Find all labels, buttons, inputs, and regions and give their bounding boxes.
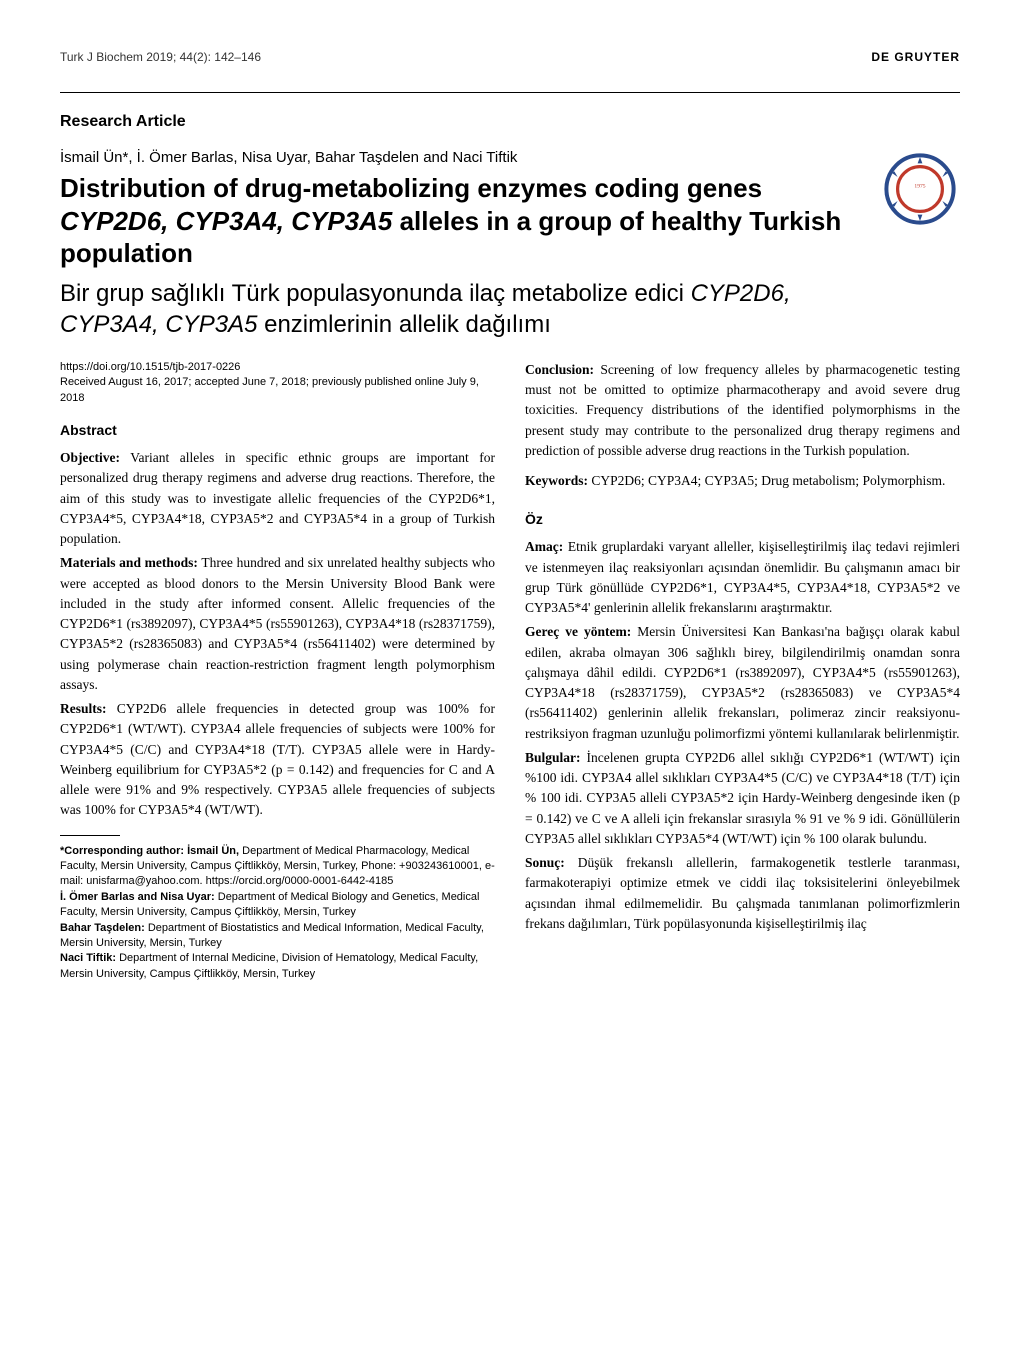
oz-gerec: Gereç ve yöntem: Mersin Üniversitesi Kan…: [525, 622, 960, 744]
gerec-label: Gereç ve yöntem:: [525, 624, 631, 639]
subtitle-part2: enzimlerinin allelik dağılımı: [257, 311, 550, 338]
conclusion-label: Conclusion:: [525, 362, 594, 377]
abstract-heading: Abstract: [60, 422, 495, 438]
left-column: https://doi.org/10.1515/tjb-2017-0226 Re…: [60, 360, 495, 982]
oz-bulgular: Bulgular: İncelenen grupta CYP2D6 allel …: [525, 748, 960, 849]
authors-line: İsmail Ün*, İ. Ömer Barlas, Nisa Uyar, B…: [60, 149, 860, 166]
right-column: Conclusion: Screening of low frequency a…: [525, 360, 960, 982]
oz-amac: Amaç: Etnik gruplardaki varyant alleller…: [525, 537, 960, 618]
journal-logo: 1975: [880, 149, 960, 229]
results-text: CYP2D6 allele frequencies in detected gr…: [60, 701, 495, 817]
abstract-objective: Objective: Variant alleles in specific e…: [60, 448, 495, 549]
amac-label: Amaç:: [525, 539, 563, 554]
objective-text: Variant alleles in specific ethnic group…: [60, 450, 495, 546]
objective-label: Objective:: [60, 450, 120, 465]
author2-affiliation: İ. Ömer Barlas and Nisa Uyar: Department…: [60, 890, 495, 921]
gerec-text: Mersin Üniversitesi Kan Bankası'na bağış…: [525, 624, 960, 740]
doi-block: https://doi.org/10.1515/tjb-2017-0226 Re…: [60, 360, 495, 406]
abstract-results: Results: CYP2D6 allele frequencies in de…: [60, 699, 495, 821]
oz-heading: Öz: [525, 511, 960, 527]
svg-text:1975: 1975: [914, 183, 925, 189]
methods-text: Three hundred and six unrelated healthy …: [60, 555, 495, 692]
subtitle: Bir grup sağlıklı Türk populasyonunda il…: [60, 278, 860, 340]
author4-affiliation: Naci Tiftik: Department of Internal Medi…: [60, 951, 495, 982]
abstract-conclusion: Conclusion: Screening of low frequency a…: [525, 360, 960, 461]
corresponding-label: *Corresponding author: İsmail Ün,: [60, 845, 239, 857]
corresponding-author: *Corresponding author: İsmail Ün, Depart…: [60, 844, 495, 890]
abstract-keywords: Keywords: CYP2D6; CYP3A4; CYP3A5; Drug m…: [525, 471, 960, 491]
page-header: Turk J Biochem 2019; 44(2): 142–146 DE G…: [60, 50, 960, 64]
methods-label: Materials and methods:: [60, 555, 198, 570]
journal-info: Turk J Biochem 2019; 44(2): 142–146: [60, 50, 261, 64]
main-title: Distribution of drug-metabolizing enzyme…: [60, 172, 860, 270]
author3-label: Bahar Taşdelen:: [60, 922, 145, 934]
content-columns: https://doi.org/10.1515/tjb-2017-0226 Re…: [60, 360, 960, 982]
author3-affiliation: Bahar Taşdelen: Department of Biostatist…: [60, 921, 495, 952]
doi-url: https://doi.org/10.1515/tjb-2017-0226: [60, 360, 495, 375]
title-genes: CYP2D6, CYP3A4, CYP3A5: [60, 206, 392, 236]
author4-label: Naci Tiftik:: [60, 952, 116, 964]
author4-text: Department of Internal Medicine, Divisio…: [60, 952, 478, 979]
sonuc-text: Düşük frekanslı allellerin, farmakogenet…: [525, 855, 960, 931]
title-section: İsmail Ün*, İ. Ömer Barlas, Nisa Uyar, B…: [60, 149, 960, 340]
author2-label: İ. Ömer Barlas and Nisa Uyar:: [60, 891, 215, 903]
footer-divider: [60, 835, 120, 836]
amac-text: Etnik gruplardaki varyant alleller, kişi…: [525, 539, 960, 615]
doi-dates: Received August 16, 2017; accepted June …: [60, 375, 495, 406]
header-divider: [60, 92, 960, 93]
publisher-name: DE GRUYTER: [871, 50, 960, 64]
article-type: Research Article: [60, 113, 960, 131]
title-text-block: İsmail Ün*, İ. Ömer Barlas, Nisa Uyar, B…: [60, 149, 860, 340]
results-label: Results:: [60, 701, 107, 716]
keywords-text: CYP2D6; CYP3A4; CYP3A5; Drug metabolism;…: [588, 473, 945, 488]
oz-sonuc: Sonuç: Düşük frekanslı allellerin, farma…: [525, 853, 960, 934]
sonuc-label: Sonuç:: [525, 855, 565, 870]
keywords-label: Keywords:: [525, 473, 588, 488]
subtitle-part1: Bir grup sağlıklı Türk populasyonunda il…: [60, 280, 691, 307]
bulgular-text: İncelenen grupta CYP2D6 allel sıklığı CY…: [525, 750, 960, 846]
title-part1: Distribution of drug-metabolizing enzyme…: [60, 173, 762, 203]
bulgular-label: Bulgular:: [525, 750, 581, 765]
abstract-methods: Materials and methods: Three hundred and…: [60, 553, 495, 695]
